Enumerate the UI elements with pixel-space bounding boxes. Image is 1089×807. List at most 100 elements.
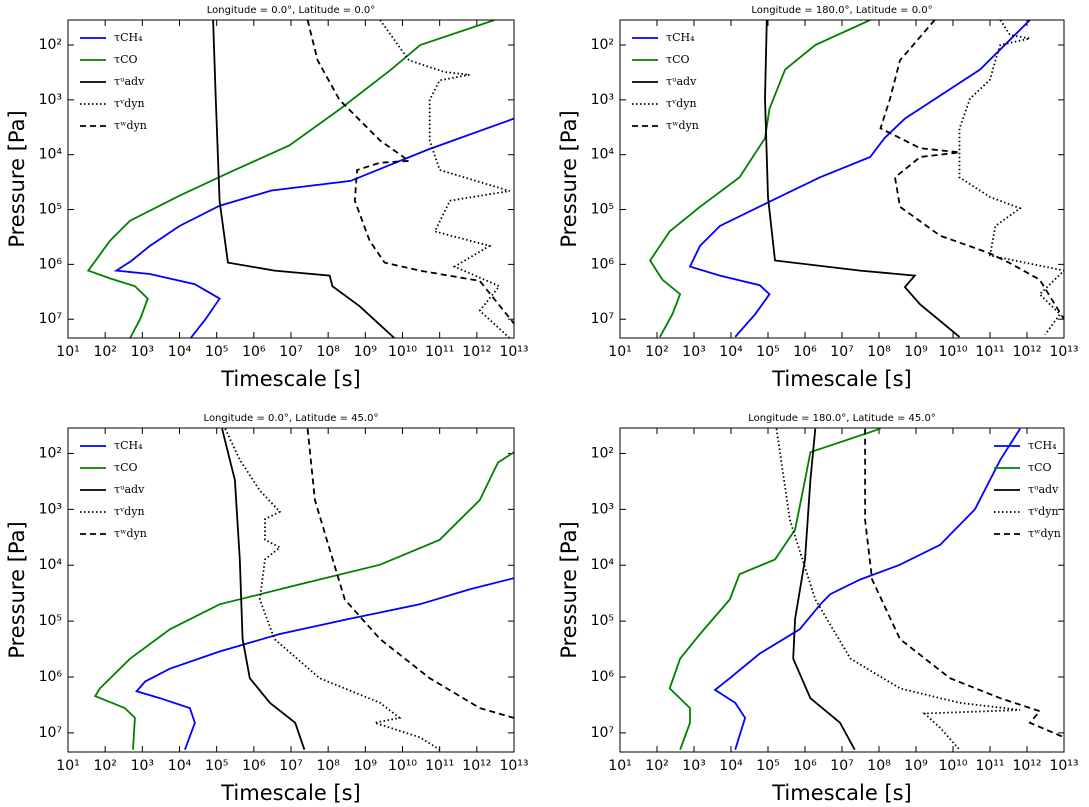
legend-label: τCH₄ xyxy=(114,439,143,452)
subplot-title: Longitude = 0.0°, Latitude = 45.0° xyxy=(204,413,379,424)
subplot: Longitude = 0.0°, Latitude = 0.0° Timesca… xyxy=(5,5,529,391)
y-tick-label: 10⁷ xyxy=(39,311,62,327)
series-line xyxy=(224,428,441,751)
x-tick-label: 10⁷ xyxy=(830,758,853,774)
axes-frame xyxy=(67,19,515,339)
x-tick-label: 10¹ xyxy=(56,344,79,360)
y-axis-label: Pressure [Pa] xyxy=(5,110,29,247)
x-tick-label: 10⁸ xyxy=(316,758,340,774)
y-tick-label: 10⁷ xyxy=(591,311,614,327)
x-tick-label: 10⁵ xyxy=(205,344,228,360)
y-tick-label: 10⁴ xyxy=(39,147,63,163)
legend-label: τCO xyxy=(1028,461,1052,474)
x-tick-label: 10¹³ xyxy=(1049,758,1078,774)
x-axis-label: Timescale [s] xyxy=(220,781,361,805)
legend-label: τᵛdyn xyxy=(114,505,145,518)
series-line xyxy=(134,577,514,751)
x-tick-label: 10¹¹ xyxy=(975,758,1004,774)
x-tick-label: 10¹ xyxy=(56,758,79,774)
x-tick-label: 10¹⁰ xyxy=(938,344,967,360)
x-tick-label: 10⁷ xyxy=(279,758,302,774)
y-tick-label: 10⁵ xyxy=(591,202,614,218)
plot-area xyxy=(86,20,514,338)
x-tick-label: 10¹³ xyxy=(499,344,528,360)
y-tick-label: 10⁴ xyxy=(39,557,63,573)
y-tick-label: 10⁶ xyxy=(39,256,63,272)
subplot: Longitude = 0.0°, Latitude = 45.0° Timesc… xyxy=(5,413,529,805)
series-line xyxy=(879,20,1064,320)
x-tick-label: 10¹² xyxy=(1012,344,1041,360)
x-tick-label: 10¹² xyxy=(462,758,491,774)
y-tick-label: 10² xyxy=(591,37,614,53)
x-tick-label: 10¹¹ xyxy=(425,344,454,360)
axes-frame xyxy=(67,427,515,753)
legend-label: τᵛdyn xyxy=(666,97,697,110)
y-tick-label: 10⁶ xyxy=(591,256,615,272)
y-tick-label: 10³ xyxy=(591,501,614,517)
series-line xyxy=(306,428,514,719)
series-line xyxy=(306,20,514,325)
series-line xyxy=(668,428,881,751)
axes-frame xyxy=(619,427,1065,753)
x-tick-label: 10¹⁰ xyxy=(388,344,417,360)
y-tick-label: 10⁵ xyxy=(591,613,614,629)
x-tick-label: 10¹³ xyxy=(499,758,528,774)
y-tick-label: 10² xyxy=(591,445,614,461)
x-tick-label: 10⁴ xyxy=(168,344,192,360)
x-tick-label: 10⁹ xyxy=(354,758,378,774)
x-axis-label: Timescale [s] xyxy=(771,781,912,805)
series-line xyxy=(113,117,514,338)
legend-label: τCO xyxy=(114,53,138,66)
subplot: Longitude = 180.0°, Latitude = 0.0° Times… xyxy=(557,5,1079,391)
axes-frame xyxy=(619,19,1065,339)
y-tick-label: 10⁵ xyxy=(39,613,62,629)
series-line xyxy=(792,428,856,751)
series-line xyxy=(713,428,1021,750)
x-tick-label: 10⁸ xyxy=(867,758,891,774)
x-tick-label: 10⁹ xyxy=(354,344,378,360)
x-tick-label: 10⁶ xyxy=(793,344,817,360)
y-axis-label: Pressure [Pa] xyxy=(557,110,581,247)
legend-label: τᵘadv xyxy=(114,75,145,88)
x-tick-label: 10² xyxy=(93,758,116,774)
x-tick-label: 10⁶ xyxy=(793,758,817,774)
y-tick-label: 10⁵ xyxy=(39,202,62,218)
y-tick-label: 10² xyxy=(39,445,62,461)
y-tick-label: 10⁷ xyxy=(591,725,614,741)
subplot-title: Longitude = 180.0°, Latitude = 0.0° xyxy=(751,5,932,16)
x-tick-label: 10² xyxy=(93,344,116,360)
x-tick-label: 10¹² xyxy=(1012,758,1041,774)
series-line xyxy=(221,428,306,750)
x-tick-label: 10³ xyxy=(682,344,705,360)
series-line xyxy=(379,20,511,338)
series-line xyxy=(212,20,395,338)
x-tick-label: 10⁹ xyxy=(904,344,928,360)
x-tick-label: 10¹¹ xyxy=(975,344,1004,360)
subplot: Longitude = 180.0°, Latitude = 45.0° Time… xyxy=(557,413,1079,805)
x-tick-label: 10¹² xyxy=(462,344,491,360)
x-tick-label: 10² xyxy=(645,344,668,360)
x-tick-label: 10⁸ xyxy=(316,344,340,360)
x-tick-label: 10³ xyxy=(682,758,705,774)
x-tick-label: 10⁶ xyxy=(242,758,266,774)
x-tick-label: 10³ xyxy=(131,344,154,360)
x-tick-label: 10⁷ xyxy=(830,344,853,360)
x-tick-label: 10⁵ xyxy=(205,758,228,774)
legend-label: τᵘadv xyxy=(666,75,697,88)
x-tick-label: 10⁵ xyxy=(756,344,779,360)
series-line xyxy=(93,451,514,750)
series-line xyxy=(958,20,1064,336)
legend-label: τCH₄ xyxy=(114,31,143,44)
x-tick-label: 10¹ xyxy=(608,758,631,774)
y-tick-label: 10³ xyxy=(39,501,62,517)
legend-label: τʷdyn xyxy=(1028,527,1061,540)
x-axis-label: Timescale [s] xyxy=(771,367,912,391)
series-line xyxy=(86,20,495,338)
x-axis-label: Timescale [s] xyxy=(220,367,361,391)
subplot-title: Longitude = 0.0°, Latitude = 0.0° xyxy=(207,5,376,16)
y-tick-label: 10⁴ xyxy=(591,557,615,573)
x-tick-label: 10¹⁰ xyxy=(388,758,417,774)
series-line xyxy=(649,20,871,338)
legend-label: τᵘadv xyxy=(114,483,145,496)
